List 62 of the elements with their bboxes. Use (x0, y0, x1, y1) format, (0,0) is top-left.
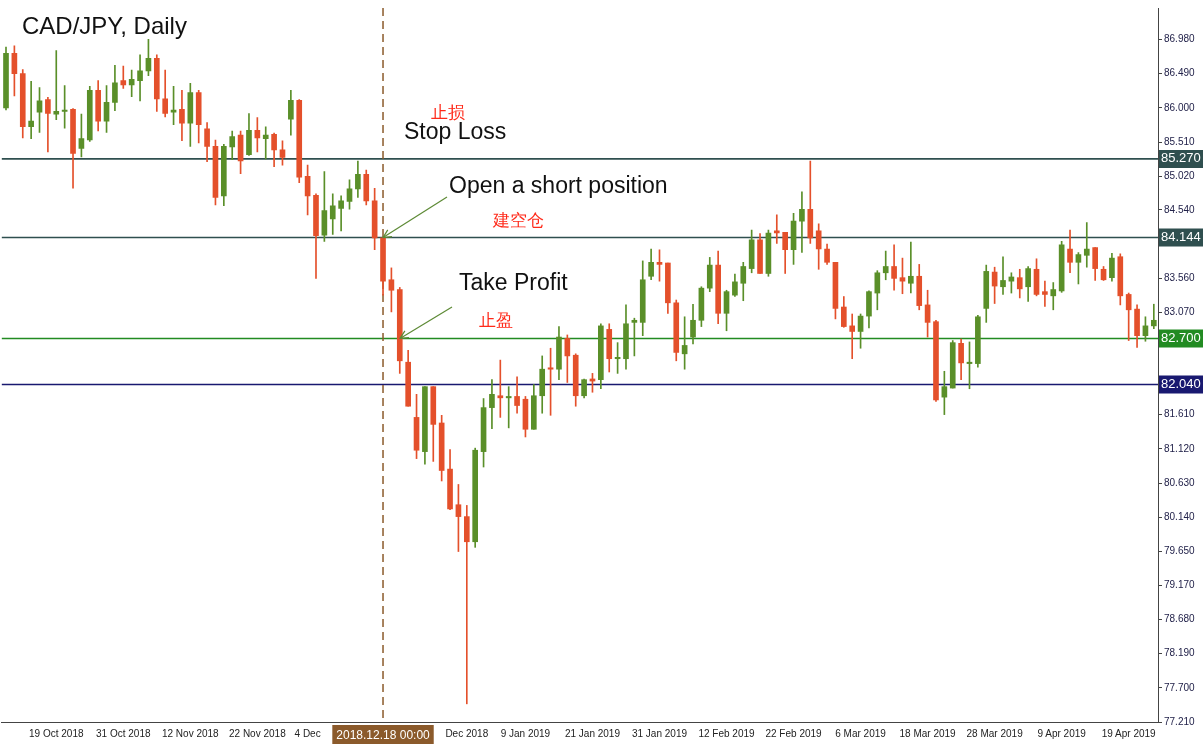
x-tick-label: 22 Feb 2019 (765, 727, 823, 739)
candlestick (849, 313, 856, 360)
x-tick-label: 21 Jan 2019 (564, 727, 621, 739)
y-tick-label: 83.560 (1164, 272, 1196, 284)
y-tick-label: 80.140 (1164, 511, 1196, 523)
candlestick (799, 191, 805, 253)
candlestick (1000, 256, 1006, 295)
y-tick-label: 81.120 (1164, 442, 1196, 454)
y-tick-label: 85.020 (1164, 170, 1196, 182)
chart-title: CAD/JPY, Daily (22, 11, 187, 39)
candlestick (882, 250, 889, 281)
candlestick (1083, 222, 1090, 268)
y-tick-label: 86.490 (1164, 67, 1196, 79)
candlestick (262, 126, 269, 160)
candlestick (128, 69, 135, 98)
ref-line-label: 82.700 (1161, 330, 1201, 346)
candlestick (497, 359, 504, 418)
y-tick-label: 79.650 (1164, 545, 1196, 557)
x-tick-label: 22 Nov 2018 (228, 727, 287, 739)
candlestick (463, 505, 470, 705)
x-tick-label: 12 Feb 2019 (698, 727, 756, 739)
y-tick-label: 86.000 (1164, 101, 1196, 113)
ref-line-label: 82.040 (1161, 376, 1201, 392)
y-tick-label: 84.540 (1164, 203, 1196, 215)
y-tick-label: 83.070 (1164, 306, 1196, 318)
y-tick-label: 77.700 (1164, 681, 1196, 693)
candlestick (120, 65, 127, 89)
annotation: 建空仓 (491, 210, 544, 230)
y-tick-label: 86.980 (1164, 33, 1196, 45)
candlestick (53, 50, 60, 121)
candlestick (1042, 280, 1048, 307)
x-tick-label: 19 Apr 2019 (1101, 727, 1157, 739)
y-tick-label: 81.610 (1164, 408, 1196, 420)
x-tick-label: 31 Oct 2018 (96, 727, 151, 739)
y-tick-label: 78.680 (1164, 613, 1196, 625)
candlestick (1150, 303, 1157, 329)
x-tick-label: 4 Dec (294, 727, 321, 739)
y-tick-label: 80.630 (1164, 476, 1196, 488)
y-tick-label: 85.510 (1164, 135, 1196, 147)
candlestick (908, 241, 914, 294)
y-tick-label: 79.170 (1164, 578, 1196, 590)
x-tick-label: 2018.12.18 00:00 (336, 727, 431, 742)
x-tick-label: 9 Apr 2019 (1037, 727, 1087, 739)
annotation: Open a short position (449, 172, 668, 199)
ref-line-label: 84.144 (1161, 229, 1201, 245)
y-tick-label: 77.210 (1164, 715, 1196, 727)
annotation: 止盈 (479, 310, 513, 330)
x-tick-label: 31 Jan 2019 (631, 727, 688, 739)
x-tick-label: 28 Mar 2019 (966, 727, 1024, 739)
candlestick (505, 386, 512, 429)
x-tick-label: Dec 2018 (445, 727, 489, 739)
y-tick-label: 78.190 (1164, 647, 1196, 659)
x-tick-label: 19 Oct 2018 (29, 727, 84, 739)
x-tick-label: 6 Mar 2019 (835, 727, 887, 739)
candlestick (28, 81, 34, 139)
ref-line-label: 85.270 (1161, 150, 1201, 166)
annotation: Take Profit (459, 269, 569, 296)
x-tick-label: 12 Nov 2018 (161, 727, 220, 739)
x-tick-label: 18 Mar 2019 (899, 727, 957, 739)
x-tick-label: 9 Jan 2019 (500, 727, 551, 739)
candlestick (1050, 282, 1057, 311)
candlestick (137, 54, 143, 102)
